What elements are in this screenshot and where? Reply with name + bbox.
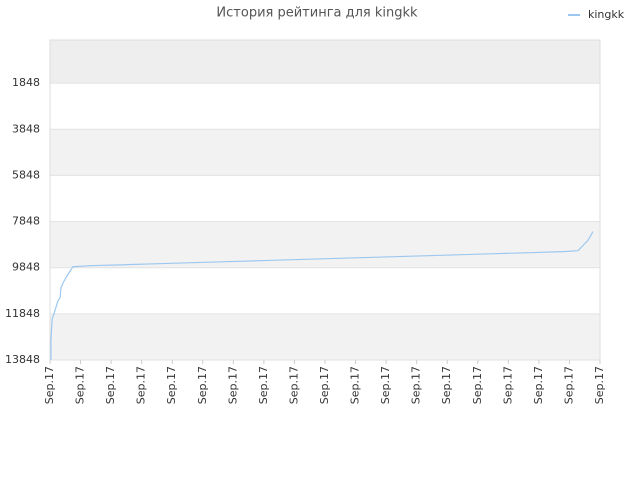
y-tick-label: 11848 [5, 307, 40, 320]
x-tick-label: Sep.17 [349, 366, 362, 404]
x-tick-label: Sep.17 [74, 366, 87, 404]
y-tick-label: 5848 [12, 168, 40, 181]
y-tick-label: 13848 [5, 353, 40, 366]
x-tick-label: Sep.17 [165, 366, 178, 404]
x-tick-label: Sep.17 [379, 366, 392, 404]
grid-band [50, 40, 600, 84]
x-tick-label: Sep.17 [196, 366, 209, 404]
grid-band [50, 83, 600, 130]
x-tick-label: Sep.17 [471, 366, 484, 404]
x-tick-label: Sep.17 [562, 366, 575, 404]
x-tick-label: Sep.17 [226, 366, 239, 404]
legend-label: kingkk [588, 8, 625, 21]
grid-band [50, 267, 600, 314]
x-tick-label: Sep.17 [257, 366, 270, 404]
grid-band [50, 221, 600, 268]
x-tick-label: Sep.17 [501, 366, 514, 404]
x-tick-label: Sep.17 [440, 366, 453, 404]
grid-band [50, 175, 600, 222]
x-tick-label: Sep.17 [318, 366, 331, 404]
chart-title: История рейтинга для kingkk [216, 6, 418, 21]
grid-band [50, 129, 600, 176]
x-tick-label: Sep.17 [532, 366, 545, 404]
x-tick-label: Sep.17 [135, 366, 148, 404]
y-tick-label: 3848 [12, 122, 40, 135]
grid-band [50, 313, 600, 360]
x-tick-label: Sep.17 [104, 366, 117, 404]
x-tick-label: Sep.17 [43, 366, 56, 404]
y-tick-label: 7848 [12, 215, 40, 228]
rating-line [50, 231, 594, 360]
x-tick-label: Sep.17 [593, 366, 606, 404]
x-tick-label: Sep.17 [410, 366, 423, 404]
y-tick-label: 9848 [12, 261, 40, 274]
x-tick-label: Sep.17 [287, 366, 300, 404]
y-tick-label: 1848 [12, 76, 40, 89]
